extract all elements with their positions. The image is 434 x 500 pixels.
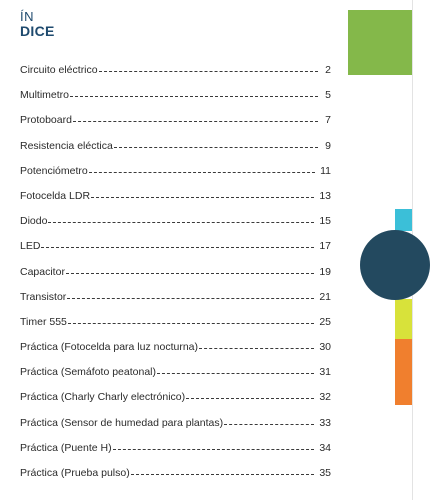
toc-entry-page-number: 5 xyxy=(325,89,331,102)
toc-entry-label: Práctica (Prueba pulso) xyxy=(20,467,130,479)
toc-entry[interactable]: Multimetro 5 xyxy=(20,89,331,114)
toc-entry[interactable]: Práctica (Prueba pulso) 35 xyxy=(20,467,331,492)
toc-entry-label: Multimetro xyxy=(20,89,70,102)
toc-entry[interactable]: Práctica (Semáfoto peatonal) 31 xyxy=(20,366,331,391)
toc-entry-page-number: 17 xyxy=(319,240,331,253)
toc-entry-page-number: 15 xyxy=(319,215,331,228)
toc-dot-leader xyxy=(130,474,315,475)
green-decor-block xyxy=(348,10,412,75)
toc-entry[interactable]: Timer 555 25 xyxy=(20,316,331,341)
toc-entry[interactable]: Práctica (Sensor de humedad para plantas… xyxy=(20,417,331,442)
orange-decor-block xyxy=(395,339,412,405)
toc-entry-page-number: 33 xyxy=(319,416,331,429)
index-heading-line1: ÍN xyxy=(20,9,34,24)
toc-entry-label: Práctica (Sensor de humedad para plantas… xyxy=(20,416,224,429)
toc-entry[interactable]: Resistencia eléctica 9 xyxy=(20,140,331,165)
toc-dot-leader xyxy=(67,297,315,299)
toc-entry[interactable]: Diodo 15 xyxy=(20,215,331,240)
cyan-decor-block xyxy=(395,209,412,231)
toc-entry-label: Capacitor xyxy=(20,265,65,278)
toc-dot-leader xyxy=(186,398,315,400)
toc-dot-leader xyxy=(113,146,318,148)
toc-entry-label: Práctica (Semáfoto peatonal) xyxy=(20,366,156,379)
toc-dot-leader xyxy=(88,171,316,173)
toc-entry-label: Diodo xyxy=(20,215,48,228)
toc-entry-page-number: 31 xyxy=(319,366,331,379)
toc-dot-leader xyxy=(157,373,315,375)
toc-entry-page-number: 19 xyxy=(319,265,331,278)
toc-entry-label: Resistencia eléctica xyxy=(20,139,113,152)
toc-entry-label: Práctica (Fotocelda para luz nocturna) xyxy=(20,341,199,354)
toc-entry-page-number: 32 xyxy=(319,391,331,404)
toc-entry-label: Protoboard xyxy=(20,114,72,127)
toc-entry-label: Práctica (Puente H) xyxy=(20,441,112,454)
toc-dot-leader xyxy=(224,423,315,425)
toc-dot-leader xyxy=(98,71,318,72)
toc-dot-leader xyxy=(67,322,315,324)
toc-entry-label: Práctica (Charly Charly electrónico) xyxy=(20,391,186,404)
toc-entry-page-number: 2 xyxy=(325,64,331,76)
toc-entry-page-number: 13 xyxy=(319,189,331,202)
toc-entry-label: Timer 555 xyxy=(20,315,67,328)
toc-dot-leader xyxy=(41,247,315,249)
toc-entry-page-number: 9 xyxy=(325,139,331,152)
toc-entry-page-number: 30 xyxy=(319,341,331,354)
toc-entry[interactable]: Circuito eléctrico 2 xyxy=(20,64,331,89)
toc-entry[interactable]: Transistor 21 xyxy=(20,291,331,316)
toc-dot-leader xyxy=(72,121,318,123)
index-heading: ÍN DICE xyxy=(20,9,55,39)
index-heading-line2: DICE xyxy=(20,23,55,39)
toc-entry[interactable]: LED 17 xyxy=(20,240,331,265)
navy-decor-circle xyxy=(360,230,430,300)
toc-entry-label: Transistor xyxy=(20,290,67,303)
toc-entry-label: Fotocelda LDR xyxy=(20,189,91,202)
toc-entry-page-number: 7 xyxy=(325,114,331,127)
toc-entry[interactable]: Protoboard 7 xyxy=(20,114,331,139)
toc-entry-label: Potenciómetro xyxy=(20,164,88,177)
table-of-contents: Circuito eléctrico 2 Multimetro 5 Protoboard… xyxy=(20,64,331,492)
toc-entry-page-number: 34 xyxy=(319,441,331,454)
toc-entry[interactable]: Práctica (Puente H) 34 xyxy=(20,442,331,467)
toc-dot-leader xyxy=(199,348,315,350)
toc-entry-page-number: 35 xyxy=(319,467,331,479)
toc-entry-label: Circuito eléctrico xyxy=(20,64,98,76)
toc-entry-page-number: 25 xyxy=(319,315,331,328)
toc-dot-leader xyxy=(65,272,315,274)
toc-dot-leader xyxy=(48,222,315,224)
toc-entry[interactable]: Fotocelda LDR 13 xyxy=(20,190,331,215)
toc-entry-page-number: 21 xyxy=(319,290,331,303)
toc-entry[interactable]: Práctica (Charly Charly electrónico) 32 xyxy=(20,391,331,416)
lime-decor-block xyxy=(395,299,412,339)
toc-entry[interactable]: Potenciómetro 11 xyxy=(20,165,331,190)
toc-entry-label: LED xyxy=(20,240,41,253)
toc-entry[interactable]: Práctica (Fotocelda para luz nocturna) 30 xyxy=(20,341,331,366)
toc-dot-leader xyxy=(112,448,315,450)
toc-dot-leader xyxy=(70,96,318,98)
toc-dot-leader xyxy=(91,196,315,198)
toc-entry-page-number: 11 xyxy=(320,164,331,177)
toc-entry[interactable]: Capacitor 19 xyxy=(20,266,331,291)
